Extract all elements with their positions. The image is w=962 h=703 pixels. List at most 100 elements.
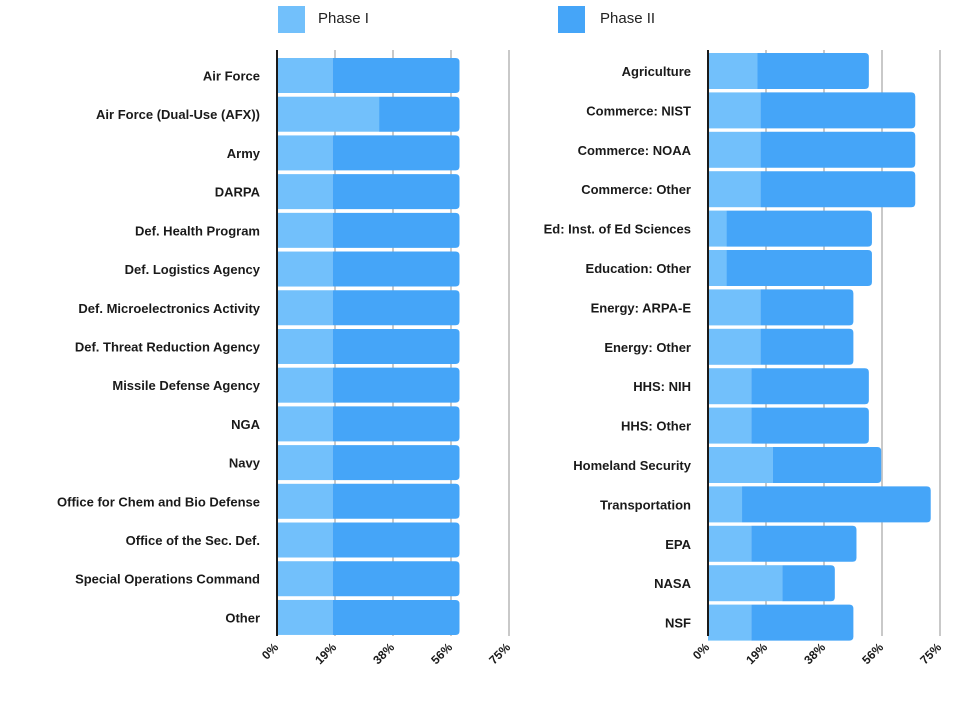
category-label-other: Other bbox=[225, 610, 260, 625]
category-label-nasa: NASA bbox=[654, 576, 691, 591]
category-label-army: Army bbox=[227, 146, 261, 161]
tick-label-0: 0% bbox=[690, 640, 712, 662]
bar-phase-i-hhs-other bbox=[708, 407, 752, 444]
bar-phase-i-air-force-dual-use-afx bbox=[277, 96, 380, 132]
category-label-hhs-other: HHS: Other bbox=[621, 419, 691, 434]
category-label-nga: NGA bbox=[231, 417, 261, 432]
bar-phase-i-def-logistics-agency bbox=[277, 251, 333, 287]
category-label-epa: EPA bbox=[665, 537, 691, 552]
bar-phase-i-commerce-other bbox=[708, 171, 761, 208]
category-label-commerce-noaa: Commerce: NOAA bbox=[578, 143, 692, 158]
category-label-energy-other: Energy: Other bbox=[604, 340, 691, 355]
category-label-def-microelectronics-activity: Def. Microelectronics Activity bbox=[78, 301, 260, 316]
category-label-missile-defense-agency: Missile Defense Agency bbox=[112, 378, 260, 393]
bar-phase-ii-commerce-nist bbox=[760, 92, 916, 129]
bar-phase-i-ed-inst-of-ed-sciences bbox=[708, 210, 727, 247]
bar-phase-i-energy-other bbox=[708, 328, 761, 365]
category-label-transportation: Transportation bbox=[600, 497, 691, 512]
bar-phase-ii-ed-inst-of-ed-sciences bbox=[726, 210, 872, 247]
category-label-hhs-nih: HHS: NIH bbox=[633, 379, 691, 394]
bar-phase-ii-energy-other bbox=[760, 328, 854, 365]
bar-phase-ii-def-logistics-agency bbox=[332, 251, 460, 287]
bar-phase-i-missile-defense-agency bbox=[277, 367, 333, 403]
bar-phase-i-def-microelectronics-activity bbox=[277, 290, 333, 326]
tick-label-0: 0% bbox=[259, 640, 281, 662]
category-label-energy-arpa-e: Energy: ARPA-E bbox=[591, 300, 692, 315]
bar-phase-ii-missile-defense-agency bbox=[332, 367, 460, 403]
bar-phase-ii-special-operations-command bbox=[332, 561, 460, 597]
bar-phase-i-education-other bbox=[708, 250, 727, 286]
category-label-air-force-dual-use-afx: Air Force (Dual-Use (AFX)) bbox=[96, 107, 260, 122]
bar-phase-i-hhs-nih bbox=[708, 368, 752, 405]
bar-phase-ii-hhs-other bbox=[751, 407, 869, 444]
bar-phase-ii-air-force-dual-use-afx bbox=[379, 96, 460, 132]
bar-phase-i-transportation bbox=[708, 486, 743, 523]
category-label-navy: Navy bbox=[229, 456, 261, 471]
legend-swatch-phase-i bbox=[278, 6, 305, 33]
bar-phase-i-other bbox=[277, 599, 333, 635]
bar-phase-ii-navy bbox=[332, 445, 460, 481]
category-label-homeland-security: Homeland Security bbox=[573, 458, 692, 473]
tick-label-19: 19% bbox=[743, 640, 770, 667]
bar-phase-i-energy-arpa-e bbox=[708, 289, 761, 326]
bar-phase-i-army bbox=[277, 135, 333, 171]
category-label-darpa: DARPA bbox=[215, 185, 261, 200]
category-label-special-operations-command: Special Operations Command bbox=[75, 572, 260, 587]
bar-phase-ii-office-for-chem-and-bio-defense bbox=[332, 483, 460, 519]
bar-phase-i-homeland-security bbox=[708, 447, 773, 483]
bar-phase-i-agriculture bbox=[708, 53, 758, 89]
bar-phase-ii-epa bbox=[751, 525, 857, 562]
bar-phase-ii-air-force bbox=[332, 58, 460, 93]
category-label-commerce-other: Commerce: Other bbox=[581, 182, 691, 197]
bar-phase-ii-darpa bbox=[332, 174, 460, 210]
bar-phase-ii-def-threat-reduction-agency bbox=[332, 328, 460, 364]
legend: Phase I Phase II bbox=[278, 6, 655, 33]
tick-label-56: 56% bbox=[859, 640, 886, 667]
bar-phase-i-office-for-chem-and-bio-defense bbox=[277, 483, 333, 519]
legend-label-phase-i: Phase I bbox=[318, 10, 369, 27]
category-label-nsf: NSF bbox=[665, 616, 691, 631]
bar-phase-ii-def-health-program bbox=[332, 212, 460, 248]
bar-phase-i-nsf bbox=[708, 604, 752, 641]
category-label-commerce-nist: Commerce: NIST bbox=[586, 103, 691, 118]
bar-phase-ii-commerce-other bbox=[760, 171, 916, 208]
bar-phase-ii-commerce-noaa bbox=[760, 131, 916, 168]
tick-label-38: 38% bbox=[801, 640, 828, 667]
category-label-office-of-the-sec-def: Office of the Sec. Def. bbox=[126, 533, 260, 548]
bar-phase-i-nga bbox=[277, 406, 333, 442]
category-label-agriculture: Agriculture bbox=[622, 64, 691, 79]
category-label-def-health-program: Def. Health Program bbox=[135, 223, 260, 238]
category-label-office-for-chem-and-bio-defense: Office for Chem and Bio Defense bbox=[57, 494, 260, 509]
bar-phase-ii-def-microelectronics-activity bbox=[332, 290, 460, 326]
bar-phase-i-nasa bbox=[708, 565, 783, 602]
legend-label-phase-ii: Phase II bbox=[600, 10, 655, 27]
bar-phase-ii-nsf bbox=[751, 604, 854, 641]
category-label-education-other: Education: Other bbox=[586, 261, 691, 276]
bar-phase-ii-transportation bbox=[742, 486, 931, 523]
bar-phase-i-office-of-the-sec-def bbox=[277, 522, 333, 558]
bar-phase-i-epa bbox=[708, 525, 752, 562]
bar-phase-i-special-operations-command bbox=[277, 561, 333, 597]
category-label-air-force: Air Force bbox=[203, 69, 260, 84]
bar-phase-ii-homeland-security bbox=[772, 447, 882, 483]
bar-phase-ii-energy-arpa-e bbox=[760, 289, 854, 326]
bar-phase-ii-office-of-the-sec-def bbox=[332, 522, 460, 558]
bar-phase-ii-other bbox=[332, 599, 460, 635]
bar-phase-ii-education-other bbox=[726, 250, 872, 286]
category-label-def-threat-reduction-agency: Def. Threat Reduction Agency bbox=[75, 339, 261, 354]
tick-label-56: 56% bbox=[428, 640, 455, 667]
tick-label-75: 75% bbox=[917, 640, 944, 667]
right-panel-civilian-agencies: Agriculture Commerce: NIST Commerce: NOAA C… bbox=[544, 50, 944, 667]
bar-phase-ii-nasa bbox=[782, 565, 835, 602]
bar-phase-i-navy bbox=[277, 445, 333, 481]
legend-swatch-phase-ii bbox=[558, 6, 585, 33]
bar-phase-i-def-health-program bbox=[277, 212, 333, 248]
bar-phase-i-darpa bbox=[277, 174, 333, 210]
bar-phase-ii-hhs-nih bbox=[751, 368, 869, 405]
bar-phase-i-commerce-nist bbox=[708, 92, 761, 129]
tick-label-38: 38% bbox=[370, 640, 397, 667]
tick-label-75: 75% bbox=[486, 640, 513, 667]
bar-phase-ii-nga bbox=[332, 406, 460, 442]
